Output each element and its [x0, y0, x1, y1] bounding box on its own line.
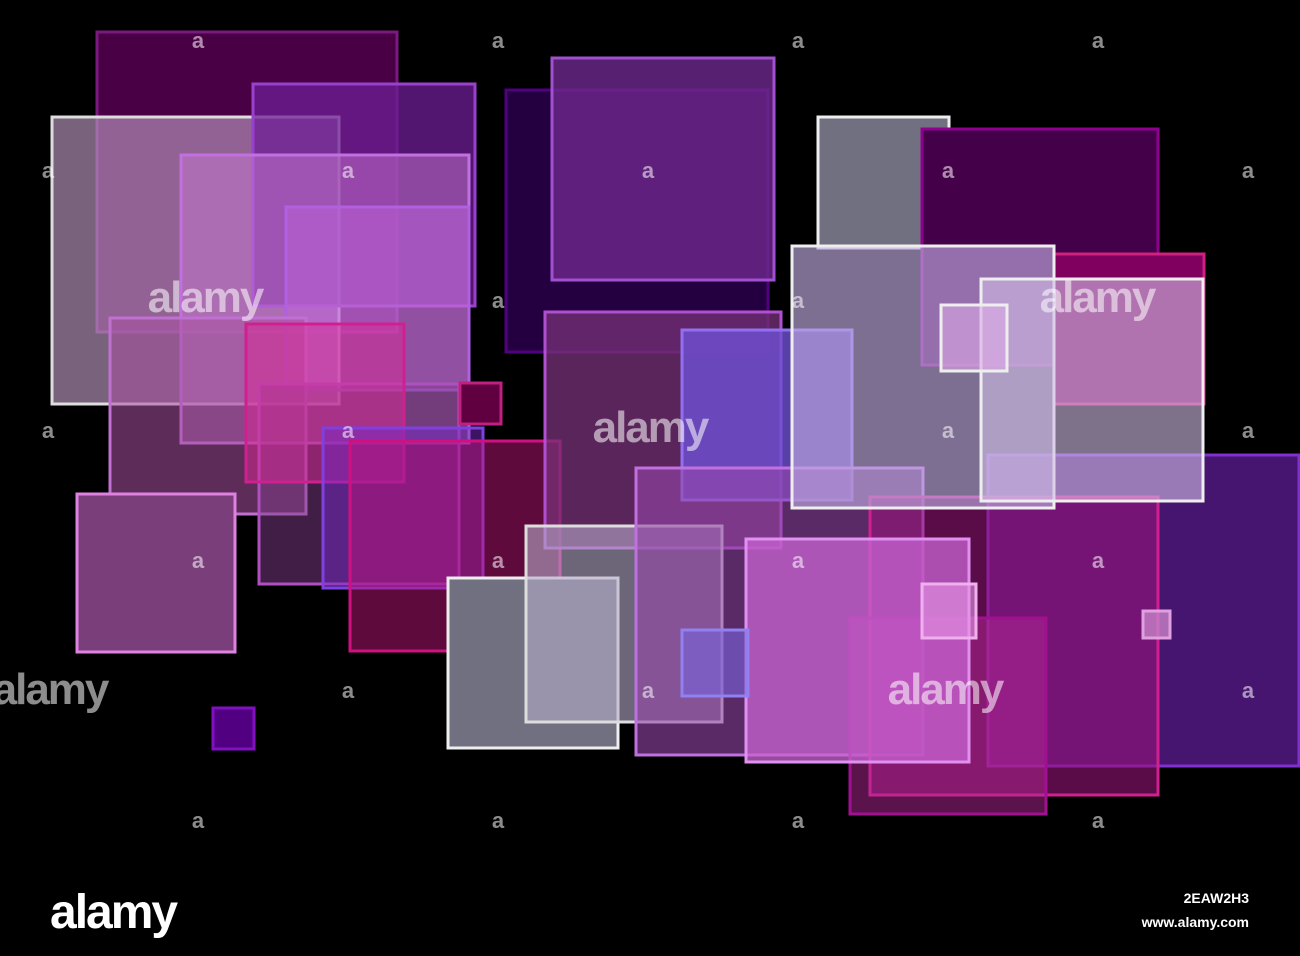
watermark: alamy	[888, 665, 1005, 714]
footer-logo: alamy	[50, 886, 178, 939]
watermark-mark: a	[792, 28, 805, 53]
watermark-mark: a	[1092, 808, 1105, 833]
square	[920, 582, 978, 640]
watermark: alamy	[0, 665, 110, 714]
watermark-mark: a	[342, 158, 355, 183]
image-id: 2EAW2H3	[1184, 890, 1250, 906]
watermark-mark: a	[492, 808, 505, 833]
watermark-mark: a	[342, 418, 355, 443]
square	[550, 56, 776, 282]
watermark-mark: a	[792, 548, 805, 573]
square	[211, 706, 256, 751]
watermark-mark: a	[642, 678, 655, 703]
watermark-mark: a	[192, 808, 205, 833]
square	[979, 277, 1205, 503]
watermark-mark: a	[492, 28, 505, 53]
footer-url: www.alamy.com	[1141, 914, 1249, 930]
watermark-mark: a	[42, 418, 55, 443]
watermark-mark: a	[192, 28, 205, 53]
watermark-mark: a	[192, 548, 205, 573]
square	[1141, 609, 1172, 640]
watermark-mark: a	[792, 288, 805, 313]
watermark: alamy	[148, 273, 265, 322]
watermark-mark: a	[942, 418, 955, 443]
watermark-mark: a	[492, 288, 505, 313]
square	[680, 628, 750, 698]
watermark-mark: a	[642, 158, 655, 183]
watermarks: a a a a a a a a a a a a a a a a a a a a a a a a a a alamy alamy alam…	[0, 28, 1255, 833]
watermark-mark: a	[1092, 28, 1105, 53]
watermark-mark: a	[1092, 548, 1105, 573]
watermark-mark: a	[792, 808, 805, 833]
squares	[50, 30, 1300, 816]
watermark-mark: a	[1242, 418, 1255, 443]
footer-band	[0, 860, 1300, 956]
watermark-mark: a	[492, 548, 505, 573]
watermark-mark: a	[42, 158, 55, 183]
watermark-mark: a	[942, 158, 955, 183]
square	[744, 537, 971, 764]
watermark-mark: a	[1242, 158, 1255, 183]
square	[75, 492, 237, 654]
watermark-mark: a	[1242, 678, 1255, 703]
watermark: alamy	[593, 403, 710, 452]
square	[458, 381, 503, 426]
watermark-mark: a	[342, 678, 355, 703]
square	[939, 303, 1009, 373]
watermark: alamy	[1040, 273, 1157, 322]
